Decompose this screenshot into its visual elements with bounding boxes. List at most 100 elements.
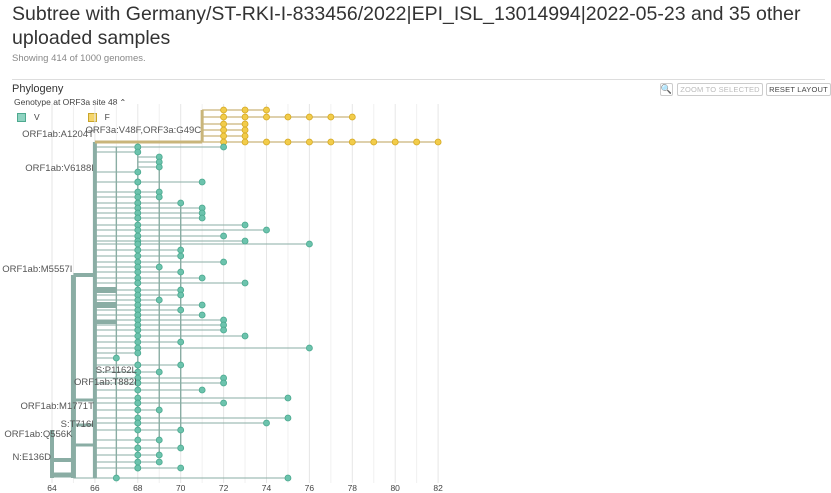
tip-f	[241, 138, 249, 146]
tip-f	[327, 138, 335, 146]
tip-v	[305, 344, 313, 352]
magnifier-icon: 🔍	[660, 84, 673, 94]
branch-label-c: ORF1ab:V6188I	[25, 163, 94, 174]
tip-v	[284, 414, 292, 422]
tip-v	[134, 326, 142, 334]
tip-v	[134, 268, 142, 276]
grid-lines	[51, 104, 439, 483]
zoom-to-selected-button[interactable]: ZOOM TO SELECTED	[677, 83, 763, 96]
genome-count-subtitle: Showing 414 of 1000 genomes.	[12, 53, 146, 64]
tip-f	[220, 106, 228, 114]
tip-v	[198, 178, 206, 186]
tip-f	[220, 132, 228, 140]
tip-v	[263, 419, 270, 427]
tip-f	[220, 120, 228, 128]
x-tick-label: 80	[390, 483, 400, 493]
legend: V F	[17, 112, 110, 122]
branch-label-j: N:E136D	[12, 452, 51, 463]
tip-v	[134, 444, 142, 452]
tip-v	[134, 338, 142, 346]
x-tick-label: 70	[176, 483, 186, 493]
tip-v	[134, 193, 142, 201]
tip-v	[263, 226, 270, 234]
tip-v	[112, 354, 120, 362]
tip-v	[134, 436, 142, 444]
tip-v	[241, 279, 249, 287]
magnifier-icon-button[interactable]: 🔍	[660, 83, 673, 96]
tip-f	[241, 106, 249, 114]
legend-item-v[interactable]: V	[17, 112, 40, 122]
tip-v	[134, 426, 142, 434]
tip-v	[134, 226, 142, 234]
tip-v	[155, 368, 163, 376]
reset-layout-button[interactable]: RESET LAYOUT	[766, 83, 831, 96]
tip-v	[220, 258, 228, 266]
x-tick-label: 66	[90, 483, 100, 493]
color-by-dropdown[interactable]: Genotype at ORF3a site 48 ⌃	[14, 97, 126, 107]
tip-v	[198, 274, 206, 282]
tip-v	[134, 386, 142, 394]
branch-label-a: ORF3a:V48F,ORF3a:G49C	[86, 125, 202, 136]
x-tick-label: 74	[262, 483, 272, 493]
branch-label-h: S:T716I	[61, 419, 94, 430]
phylogeny-panel-title: Phylogeny	[12, 83, 64, 95]
tip-v	[177, 464, 185, 472]
tip-v	[241, 221, 249, 229]
tip-v	[134, 379, 142, 387]
tip-f	[305, 113, 313, 121]
tip-v	[198, 311, 206, 319]
x-tick-label: 82	[433, 483, 443, 493]
tip-v	[177, 361, 185, 369]
tip-v	[220, 379, 228, 387]
tip-v	[220, 232, 228, 240]
tip-v	[220, 143, 228, 151]
tip-f	[241, 113, 249, 121]
x-tick-label: 68	[133, 483, 143, 493]
tip-f	[348, 138, 356, 146]
tip-v	[155, 193, 163, 201]
tip-v	[220, 399, 228, 407]
tip-f	[284, 138, 292, 146]
legend-label-f: F	[104, 112, 110, 122]
legend-item-f[interactable]: F	[87, 112, 110, 122]
tip-v	[134, 361, 142, 369]
legend-label-v: V	[34, 112, 40, 122]
tip-v	[134, 279, 142, 287]
tip-f	[220, 113, 228, 121]
tip-f	[370, 138, 378, 146]
tip-v	[134, 332, 142, 340]
tip-f	[305, 138, 313, 146]
x-axis: 64 66 68 70 72 74 76 78 80 82	[47, 483, 443, 493]
tip-v	[134, 349, 142, 357]
tip-v	[177, 338, 185, 346]
tip-v	[305, 240, 313, 248]
tip-v	[241, 237, 249, 245]
tip-f	[241, 126, 249, 134]
tip-v	[134, 451, 142, 459]
branch-label-g: ORF1ab:M1771T	[20, 401, 94, 412]
tip-v	[198, 301, 206, 309]
x-tick-label: 78	[348, 483, 358, 493]
tip-v	[220, 326, 228, 334]
tip-v	[134, 458, 142, 466]
tip-f	[241, 132, 249, 140]
tip-v	[134, 148, 142, 156]
branch-label-d: ORF1ab:M5557I	[2, 264, 72, 275]
tip-v	[177, 246, 185, 254]
tip-f	[263, 106, 270, 114]
legend-swatch-f	[87, 112, 97, 122]
branch-label-f: ORF1ab:T882I	[74, 377, 137, 388]
tip-v	[198, 214, 206, 222]
legend-swatch-v	[17, 112, 26, 122]
branch-label-b: ORF1ab:A1204T	[22, 129, 94, 140]
tip-f	[327, 113, 335, 121]
tip-f	[413, 138, 421, 146]
tip-v	[177, 268, 185, 276]
tip-v	[177, 199, 185, 207]
tip-v	[177, 252, 185, 260]
tip-v	[177, 444, 185, 452]
tip-v	[134, 178, 142, 186]
x-tick-label: 64	[47, 483, 57, 493]
